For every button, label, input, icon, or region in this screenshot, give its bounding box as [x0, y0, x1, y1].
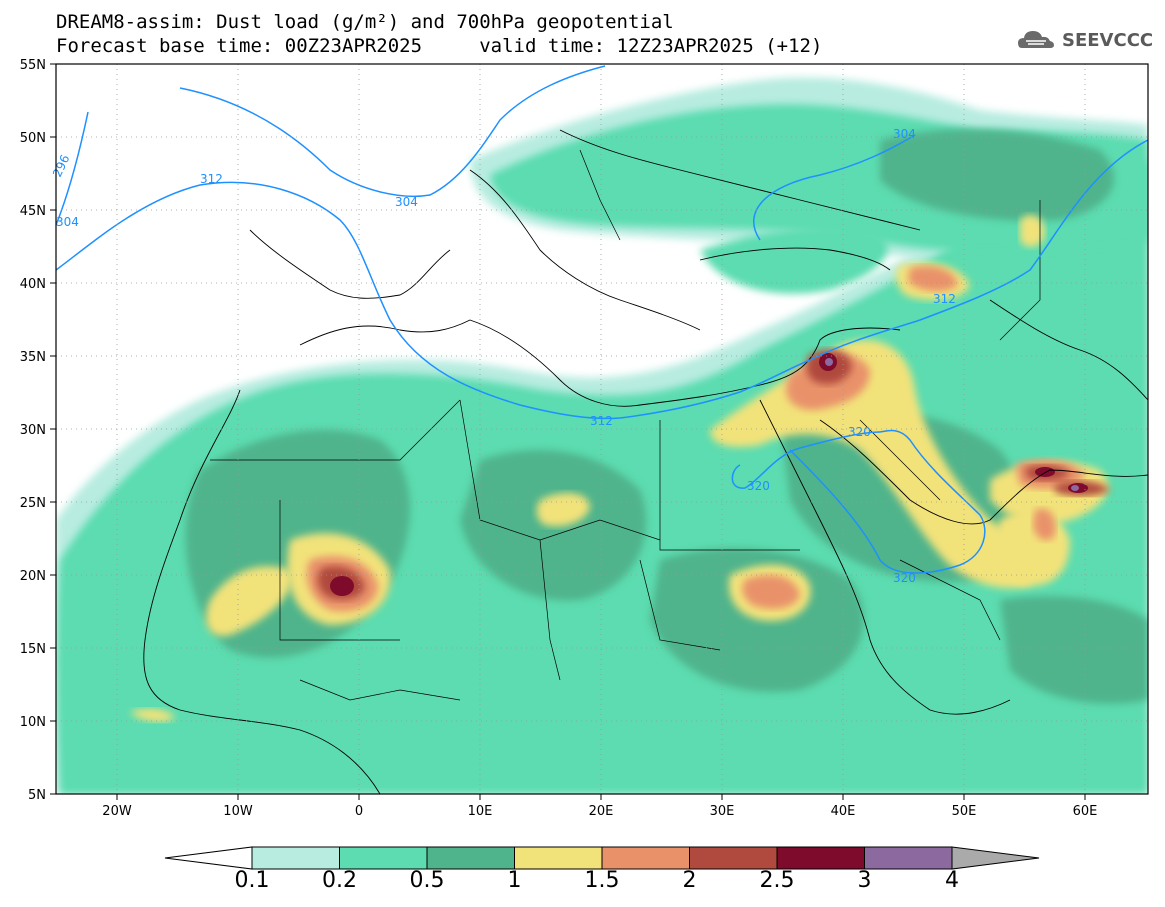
- colorbar-boxes: [251, 846, 953, 870]
- colorbar-box: [776, 846, 865, 870]
- chart-subtitle: Forecast base time: 00Z23APR2025 valid t…: [56, 35, 823, 57]
- contour-label: 304: [893, 127, 916, 141]
- x-tick-labels: 20W 10W 0 10E 20E 30E 40E 50E 60E: [102, 804, 1097, 819]
- colorbar-box: [601, 846, 690, 870]
- logo-text: SEEVCCC: [1062, 30, 1154, 51]
- geopotential-contours: [56, 65, 1148, 574]
- contour-label: 312: [933, 292, 956, 306]
- x-tick-label: 40E: [831, 804, 856, 819]
- colorbar: [164, 846, 1040, 870]
- y-tick-label: 55N: [20, 58, 46, 73]
- y-tick-label: 5N: [28, 788, 46, 803]
- colorbar-tick-label: 0.2: [322, 868, 357, 893]
- colorbar-tick-label: 1.5: [584, 868, 620, 893]
- coastlines: [143, 129, 1148, 794]
- colorbar-tick-label: 1: [507, 868, 522, 893]
- contour-label: 304: [56, 215, 79, 229]
- y-tick-label: 40N: [20, 277, 46, 292]
- y-tick-label: 10N: [20, 715, 46, 730]
- colorbar-box: [251, 846, 340, 870]
- chart-title: DREAM8-assim: Dust load (g/m²) and 700hP…: [56, 11, 674, 33]
- y-tick-labels: 55N 50N 45N 40N 35N 30N 25N 20N 15N 10N …: [20, 58, 46, 803]
- dust-field: [56, 77, 1148, 794]
- y-tick-label: 15N: [20, 642, 46, 657]
- colorbar-under-arrow: [164, 846, 253, 870]
- x-tick-label: 20W: [102, 804, 132, 819]
- colorbar-tick-label: 4: [945, 868, 959, 893]
- x-tick-label: 30E: [710, 804, 735, 819]
- x-tick-label: 10W: [223, 804, 253, 819]
- country-borders: [210, 149, 1041, 701]
- colorbar-box: [426, 846, 515, 870]
- grid-lines: [56, 64, 1148, 794]
- colorbar-tick-label: 0.1: [234, 868, 270, 893]
- cloud-icon: [1018, 31, 1054, 48]
- x-tick-label: 20E: [589, 804, 614, 819]
- x-tick-label: 0: [355, 804, 363, 819]
- y-tick-label: 45N: [20, 204, 46, 219]
- contour-label: 304: [395, 195, 418, 209]
- contour-label: 320: [747, 479, 770, 493]
- y-tick-label: 20N: [20, 569, 46, 584]
- colorbar-box: [514, 846, 603, 870]
- contour-label: 312: [200, 172, 223, 186]
- tick-marks: [50, 63, 1086, 800]
- colorbar-over-arrow: [951, 846, 1040, 870]
- colorbar-tick-label: 2: [682, 868, 697, 893]
- contour-label: 320: [893, 571, 916, 585]
- x-tick-label: 10E: [468, 804, 493, 819]
- y-tick-label: 35N: [20, 350, 46, 365]
- colorbar-tick-label: 0.5: [409, 868, 445, 893]
- x-tick-label: 60E: [1073, 804, 1098, 819]
- colorbar-tick-label: 2.5: [759, 868, 795, 893]
- contour-label: 320: [848, 425, 871, 439]
- y-tick-label: 50N: [20, 131, 46, 146]
- contour-label: 312: [590, 414, 613, 428]
- colorbar-box: [689, 846, 778, 870]
- colorbar-box: [864, 846, 953, 870]
- y-tick-label: 30N: [20, 423, 46, 438]
- colorbar-box: [339, 846, 428, 870]
- y-tick-label: 25N: [20, 496, 46, 511]
- x-tick-label: 50E: [952, 804, 977, 819]
- colorbar-tick-label: 3: [857, 868, 872, 893]
